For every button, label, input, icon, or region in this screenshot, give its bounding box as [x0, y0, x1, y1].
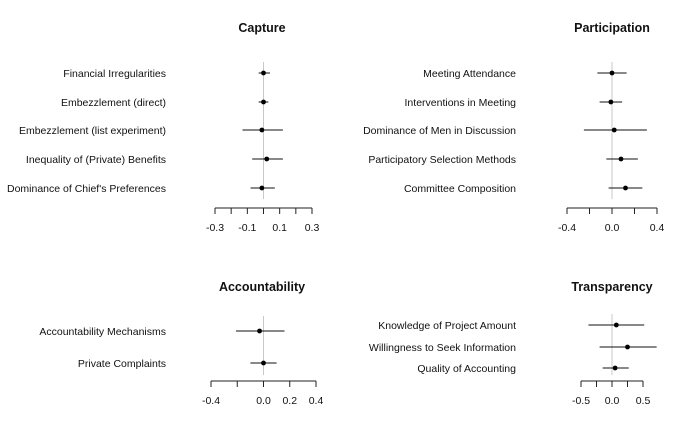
- estimate-point-participation: [623, 185, 628, 191]
- row-label-accountability: Accountability Mechanisms: [39, 326, 166, 338]
- row-label-transparency: Quality of Accounting: [417, 363, 516, 375]
- estimate-point-participation: [611, 127, 617, 133]
- estimate-point-capture: [261, 99, 266, 105]
- x-tick-label-participation: -0.4: [558, 222, 576, 234]
- x-tick-label-capture: 0.1: [272, 222, 287, 234]
- x-tick-label-capture: 0.3: [305, 222, 320, 234]
- estimate-point-transparency: [625, 344, 630, 350]
- x-tick-label-transparency: -0.5: [572, 395, 590, 407]
- x-tick-label-accountability: 0.2: [282, 395, 297, 407]
- x-tick-label-transparency: 0.5: [636, 395, 651, 407]
- x-tick-label-capture: -0.1: [238, 222, 256, 234]
- x-tick-label-capture: -0.3: [206, 222, 224, 234]
- row-label-participation: Meeting Attendance: [423, 68, 516, 80]
- row-label-participation: Participatory Selection Methods: [368, 154, 516, 166]
- estimate-point-accountability: [261, 360, 266, 366]
- estimate-point-capture: [259, 185, 265, 191]
- row-label-transparency: Knowledge of Project Amount: [378, 320, 516, 332]
- row-label-accountability: Private Complaints: [78, 358, 166, 370]
- row-label-transparency: Willingness to Seek Information: [369, 342, 516, 354]
- x-tick-label-transparency: 0.0: [605, 395, 620, 407]
- row-label-participation: Dominance of Men in Discussion: [363, 125, 516, 137]
- estimate-point-capture: [261, 70, 266, 76]
- x-tick-label-accountability: 0.0: [256, 395, 271, 407]
- row-label-capture: Dominance of Chief's Preferences: [7, 183, 166, 195]
- estimate-point-transparency: [613, 322, 619, 328]
- x-tick-label-accountability: -0.4: [202, 395, 220, 407]
- row-label-participation: Interventions in Meeting: [405, 97, 517, 109]
- row-label-capture: Embezzlement (list experiment): [19, 125, 166, 137]
- estimate-point-accountability: [257, 328, 262, 334]
- estimate-point-capture: [264, 156, 270, 162]
- row-label-capture: Embezzlement (direct): [61, 97, 166, 109]
- estimate-point-capture: [259, 127, 265, 133]
- panel-title-accountability: Accountability: [219, 280, 305, 294]
- panel-title-transparency: Transparency: [571, 280, 652, 294]
- panel-title-capture: Capture: [238, 21, 285, 35]
- x-tick-label-participation: 0.4: [650, 222, 665, 234]
- estimate-point-participation: [609, 70, 615, 76]
- x-tick-label-participation: 0.0: [605, 222, 620, 234]
- estimate-point-transparency: [612, 365, 618, 371]
- row-label-capture: Financial Irregularities: [63, 68, 166, 80]
- panel-title-participation: Participation: [574, 21, 650, 35]
- x-tick-label-accountability: 0.4: [309, 395, 324, 407]
- row-label-capture: Inequality of (Private) Benefits: [26, 154, 166, 166]
- row-label-participation: Committee Composition: [404, 183, 516, 195]
- estimate-point-participation: [618, 156, 624, 162]
- estimate-point-participation: [608, 99, 614, 105]
